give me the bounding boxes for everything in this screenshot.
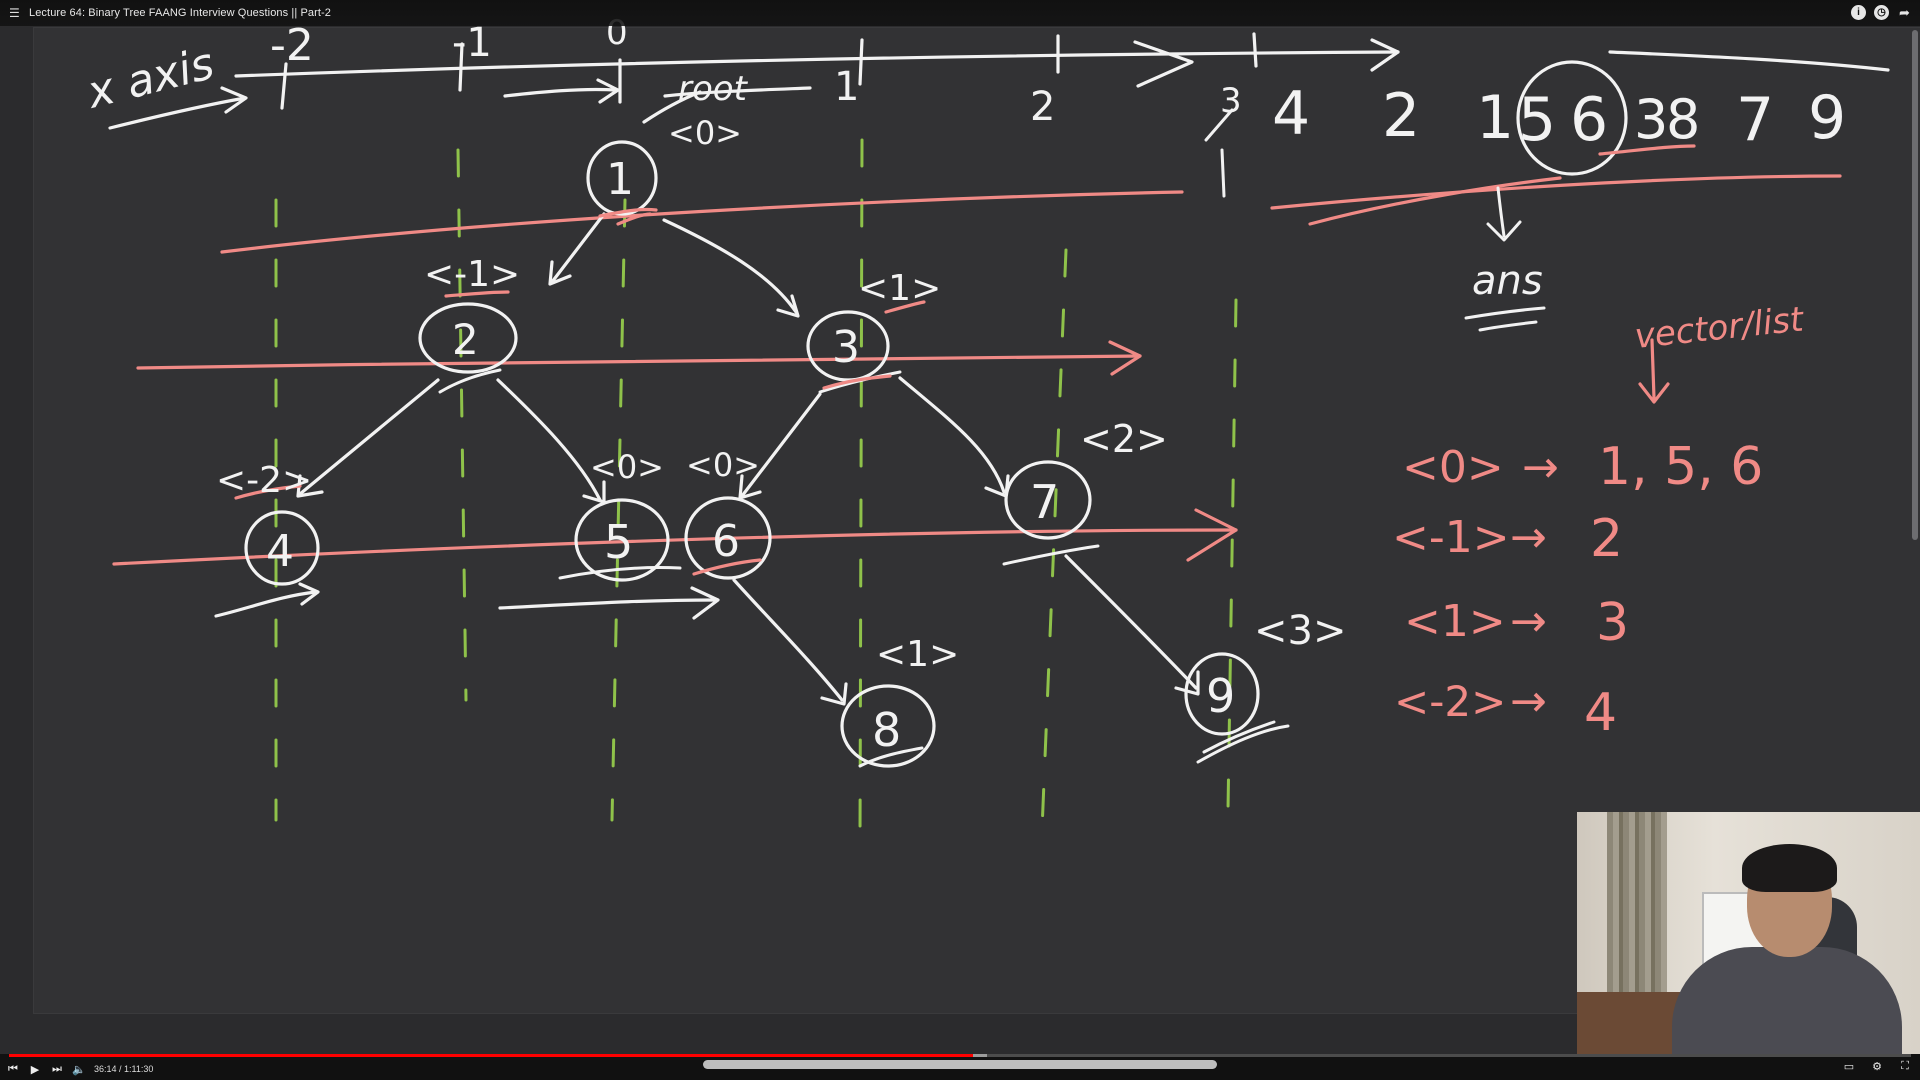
- map-arrow-icon: →: [1510, 676, 1547, 727]
- answer-item: 8: [1666, 88, 1700, 151]
- tree-edges: [214, 86, 1200, 706]
- axis-tick-label: -1: [452, 20, 492, 66]
- pink-marks: [234, 144, 1696, 576]
- right-controls: ▭ ⚙ ⛶: [1836, 1060, 1914, 1073]
- root-label: root: [678, 69, 749, 109]
- control-row: ⏮ ▶ ⏭ 🔈 36:14 / 1:11:30 ▭ ⚙ ⛶: [0, 1060, 1920, 1078]
- underline-marks: [438, 108, 1546, 768]
- hd-label-node-3: <1>: [858, 268, 941, 309]
- share-icon[interactable]: ➦: [1899, 5, 1910, 20]
- whiteboard-drawing: x axis -2 -1 0 1 2 3 root <0> 1 2 3 4 5 …: [80, 13, 1890, 842]
- map-value: 2: [1590, 509, 1623, 569]
- hd-label-node-7: <2>: [1080, 417, 1168, 461]
- scrollbar[interactable]: [1912, 30, 1918, 540]
- clock-icon[interactable]: ◷: [1874, 5, 1889, 20]
- map-arrow-icon: →: [1522, 442, 1559, 493]
- answer-item: 4: [1272, 79, 1310, 149]
- map-row: <0> → 1, 5, 6: [1402, 437, 1763, 497]
- webcam-overlay: [1577, 812, 1920, 1054]
- tree-node-3: 3: [832, 322, 860, 373]
- answer-item: 6: [1570, 85, 1608, 155]
- answer-item: 2: [1382, 81, 1420, 151]
- title-bar: ☰ Lecture 64: Binary Tree FAANG Intervie…: [0, 0, 1920, 26]
- root-hd-label: <0>: [668, 114, 742, 152]
- axis-tick-label: 2: [1030, 84, 1055, 130]
- level-lines: [112, 174, 1842, 566]
- vertical-guides: [274, 138, 1238, 842]
- playlist-icon[interactable]: ☰: [9, 6, 20, 20]
- time-display: 36:14 / 1:11:30: [94, 1064, 154, 1074]
- map-value: 1, 5, 6: [1598, 437, 1763, 497]
- tree-node-2: 2: [452, 315, 479, 364]
- map-key: <-1>: [1392, 512, 1510, 563]
- answer-item: 9: [1808, 83, 1846, 153]
- presenter-hair: [1742, 844, 1837, 892]
- hd-label-node-9: <3>: [1254, 608, 1346, 654]
- fullscreen-icon[interactable]: ⛶: [1901, 1060, 1909, 1072]
- next-icon[interactable]: ⏭: [52, 1062, 62, 1075]
- hd-label-node-8: <1>: [876, 634, 959, 675]
- top-right-buttons: i ◷ ➦: [1851, 5, 1912, 20]
- x-axis: [108, 32, 1890, 130]
- tree-node-6: 6: [712, 516, 740, 567]
- presenter-body: [1672, 947, 1902, 1054]
- answer-sequence: 4 2 1 5 6 3 8 7 9: [1272, 79, 1846, 155]
- answer-item: 1: [1476, 83, 1514, 153]
- axis-tick-label: -2: [270, 20, 314, 71]
- answer-label: ans: [1472, 258, 1543, 304]
- video-title[interactable]: Lecture 64: Binary Tree FAANG Interview …: [29, 7, 332, 19]
- play-icon[interactable]: ▶: [30, 1063, 40, 1076]
- tree-node-circles: [244, 60, 1628, 768]
- map-key: <1>: [1404, 596, 1506, 647]
- map-key: <0>: [1402, 442, 1504, 493]
- tree-node-5: 5: [604, 515, 633, 569]
- prev-icon[interactable]: ⏮: [8, 1062, 18, 1075]
- hd-label-node-4: <-2>: [216, 460, 312, 501]
- horizontal-scroll-thumb[interactable]: [703, 1060, 1217, 1069]
- map-key: <-2>: [1394, 677, 1506, 726]
- progress-played: [9, 1054, 974, 1057]
- captions-icon[interactable]: ▭: [1843, 1061, 1855, 1073]
- map-label: vector/list: [1633, 299, 1807, 357]
- tree-node-9: 9: [1206, 669, 1235, 723]
- axis-tick-label: 3: [1220, 81, 1242, 121]
- progress-bar[interactable]: [9, 1054, 1911, 1057]
- map-row: <-1> → 2: [1392, 509, 1623, 569]
- map-value: 3: [1596, 593, 1629, 653]
- map-value: 4: [1584, 683, 1617, 743]
- hd-label-node-5: <0>: [590, 448, 664, 486]
- answer-item: 7: [1736, 85, 1774, 155]
- tree-node-7: 7: [1030, 475, 1059, 529]
- info-icon[interactable]: i: [1851, 5, 1866, 20]
- map-row: <-2> → 4: [1394, 676, 1617, 743]
- hd-label-node-2: <-1>: [424, 254, 520, 295]
- answer-item: 3: [1634, 88, 1668, 151]
- tree-node-1: 1: [606, 154, 634, 205]
- tree-node-4: 4: [266, 526, 294, 577]
- volume-icon[interactable]: 🔈: [72, 1063, 86, 1076]
- map-row: <1> → 3: [1404, 593, 1629, 653]
- tree-node-8: 8: [872, 703, 901, 757]
- map-arrow-icon: →: [1510, 596, 1547, 647]
- axis-tick-label: 1: [834, 64, 859, 110]
- map-arrow-icon: →: [1510, 512, 1547, 563]
- hd-label-node-6: <0>: [686, 446, 760, 484]
- settings-icon[interactable]: ⚙: [1872, 1061, 1882, 1073]
- answer-item: 5: [1518, 85, 1556, 155]
